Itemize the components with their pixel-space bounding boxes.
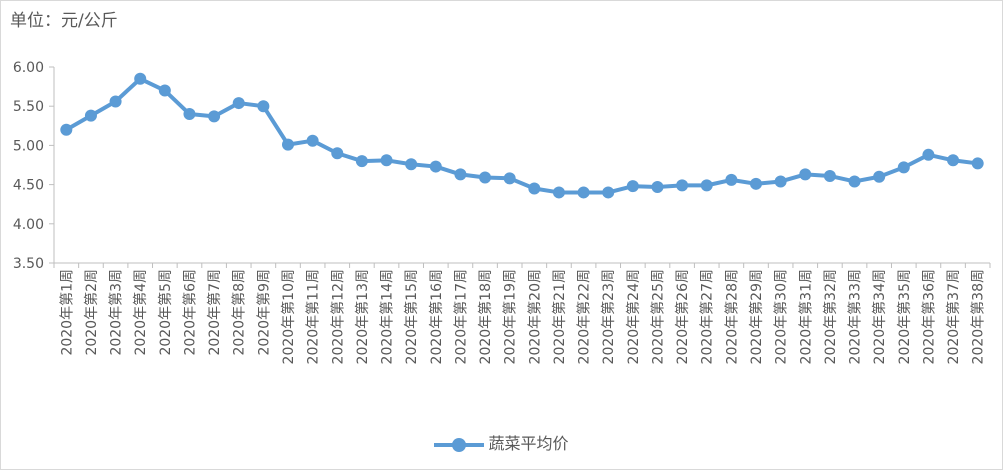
x-tick-label: 2020年第20周 <box>526 269 543 364</box>
data-point <box>626 180 639 193</box>
x-tick-label: 2020年第9周 <box>255 269 272 356</box>
data-point <box>355 155 368 168</box>
x-tick-label: 2020年第6周 <box>181 269 198 356</box>
y-tick-label: 5.00 <box>13 138 44 154</box>
data-point <box>60 123 73 136</box>
data-point <box>823 169 836 182</box>
data-point <box>947 154 960 167</box>
legend: 蔬菜平均价 <box>0 430 1003 454</box>
data-point <box>971 157 984 170</box>
data-point <box>306 134 319 147</box>
x-tick-label: 2020年第30周 <box>773 269 790 364</box>
x-tick-label: 2020年第11周 <box>305 269 322 364</box>
x-tick-label: 2020年第13周 <box>354 269 371 364</box>
data-point <box>84 109 97 122</box>
x-tick-label: 2020年第18周 <box>477 269 494 364</box>
x-tick-label: 2020年第17周 <box>452 269 469 364</box>
x-tick-label: 2020年第29周 <box>748 269 765 364</box>
data-point <box>700 179 713 192</box>
data-point <box>429 160 442 173</box>
data-point <box>158 84 171 97</box>
x-tick-label: 2020年第35周 <box>896 269 913 364</box>
data-point <box>799 168 812 181</box>
x-tick-label: 2020年第38周 <box>970 269 987 364</box>
x-tick-label: 2020年第28周 <box>723 269 740 364</box>
y-tick-label: 4.00 <box>13 217 44 233</box>
x-tick-label: 2020年第19周 <box>502 269 519 364</box>
data-point <box>503 172 516 185</box>
x-tick-label: 2020年第26周 <box>674 269 691 364</box>
data-point <box>750 177 762 190</box>
data-point <box>232 97 245 110</box>
unit-label: 单位：元/公斤 <box>10 11 118 31</box>
x-tick-label: 2020年第3周 <box>108 269 125 356</box>
data-point <box>651 180 664 193</box>
data-point <box>774 175 787 188</box>
data-point <box>208 110 221 123</box>
series-group <box>60 72 984 199</box>
x-tick-label: 2020年第36周 <box>920 269 937 364</box>
data-point <box>528 182 541 195</box>
data-point <box>405 158 418 171</box>
data-point <box>602 186 615 199</box>
x-tick-label: 2020年第12周 <box>329 269 346 364</box>
x-tick-label: 2020年第37周 <box>945 269 962 364</box>
data-point <box>577 186 590 199</box>
data-point <box>183 108 196 121</box>
data-point <box>848 175 861 188</box>
data-point <box>873 170 886 183</box>
y-tick-label: 5.50 <box>13 99 44 115</box>
x-tick-label: 2020年第4周 <box>132 269 149 356</box>
data-point <box>331 147 344 160</box>
x-tick-label: 2020年第23周 <box>600 269 617 364</box>
y-tick-label: 6.00 <box>13 60 44 76</box>
data-point <box>676 179 689 192</box>
x-axis: 2020年第1周 2020年第2周 2020年第3周 2020年第4周 2020年第5周… <box>53 262 991 364</box>
data-point <box>922 148 935 161</box>
series-line <box>64 76 980 195</box>
y-tick-label: 4.50 <box>13 178 44 194</box>
x-tick-label: 2020年第5周 <box>157 269 174 356</box>
data-point <box>897 161 910 174</box>
x-tick-label: 2020年第16周 <box>428 269 445 364</box>
x-tick-label: 2020年第7周 <box>206 269 223 356</box>
x-tick-label: 2020年第25周 <box>649 269 666 364</box>
data-point <box>109 95 122 108</box>
x-tick-label: 2020年第27周 <box>699 269 716 364</box>
x-tick-label: 2020年第21周 <box>551 269 568 364</box>
x-tick-label: 2020年第22周 <box>576 269 593 364</box>
data-point <box>380 154 393 167</box>
y-axis: 3.50 4.00 4.50 5.00 5.50 6.00 <box>13 60 55 272</box>
legend-label: 蔬菜平均价 <box>488 434 569 453</box>
data-point <box>257 100 270 113</box>
y-tick-label: 3.50 <box>13 256 44 272</box>
x-tick-label: 2020年第31周 <box>797 269 814 364</box>
data-point <box>552 186 565 199</box>
x-tick-label: 2020年第1周 <box>58 269 75 356</box>
x-tick-label: 2020年第8周 <box>231 269 248 356</box>
x-tick-label: 2020年第24周 <box>625 269 642 364</box>
x-tick-label: 2020年第33周 <box>847 269 864 364</box>
legend-swatch <box>434 437 485 452</box>
data-point <box>454 168 467 181</box>
data-point <box>479 171 492 184</box>
x-tick-label: 2020年第32周 <box>822 269 839 364</box>
x-tick-label: 2020年第14周 <box>379 269 396 364</box>
x-tick-label: 2020年第10周 <box>280 269 297 364</box>
data-point <box>725 173 738 186</box>
data-point <box>134 72 147 85</box>
data-point <box>282 138 294 151</box>
x-tick-label: 2020年第2周 <box>83 269 100 356</box>
x-tick-label: 2020年第15周 <box>403 269 420 364</box>
x-tick-label: 2020年第34周 <box>871 269 888 364</box>
